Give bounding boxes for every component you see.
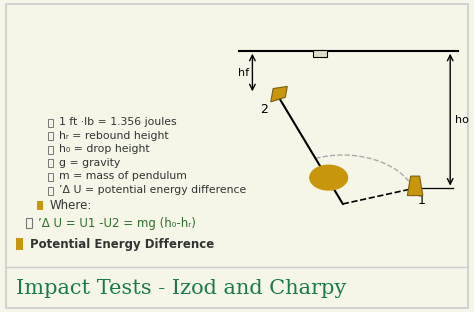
Text: ’Δ U = U1 -U2 = mg (h₀-hᵣ): ’Δ U = U1 -U2 = mg (h₀-hᵣ) (38, 217, 196, 230)
Text: ho: ho (455, 115, 469, 125)
Polygon shape (271, 86, 287, 102)
Text: 2: 2 (260, 103, 268, 116)
Text: 1 ft ·lb = 1.356 joules: 1 ft ·lb = 1.356 joules (59, 117, 176, 127)
Bar (47, 146, 53, 154)
Bar (16, 238, 23, 250)
Bar (36, 201, 43, 210)
Text: 1: 1 (418, 194, 426, 207)
Circle shape (310, 165, 347, 190)
Bar (47, 159, 53, 168)
Text: Potential Energy Difference: Potential Energy Difference (30, 238, 214, 251)
Bar (47, 119, 53, 127)
Text: g = gravity: g = gravity (59, 158, 120, 168)
Bar (47, 132, 53, 140)
Bar (47, 187, 53, 195)
Text: ’Δ U = potential energy difference: ’Δ U = potential energy difference (59, 185, 246, 195)
Text: h₀ = drop height: h₀ = drop height (59, 144, 149, 154)
Polygon shape (407, 176, 423, 196)
Bar (47, 173, 53, 181)
Text: hᵣ = rebound height: hᵣ = rebound height (59, 131, 168, 141)
Text: m = mass of pendulum: m = mass of pendulum (59, 171, 187, 181)
Text: Impact Tests - Izod and Charpy: Impact Tests - Izod and Charpy (16, 280, 346, 299)
Text: Where:: Where: (49, 199, 92, 212)
Text: hf: hf (238, 67, 249, 77)
Bar (313, 50, 327, 57)
Bar (26, 218, 32, 228)
